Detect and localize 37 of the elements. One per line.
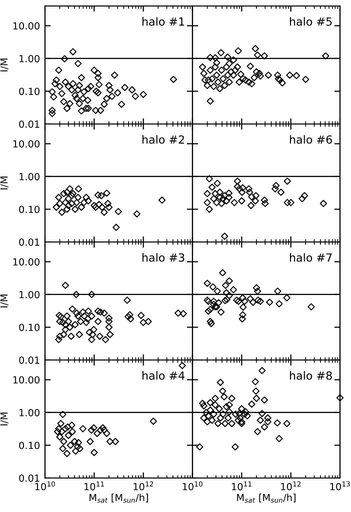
y-tick-label: 10.00 — [13, 22, 40, 30]
y-axis-title: I/M — [0, 176, 8, 190]
annotation: halo #3 — [142, 253, 184, 262]
x-tick-label: 10$^{10}$ — [35, 481, 55, 490]
y-tick-label: 0.10 — [19, 442, 40, 450]
y-axis-title: I/M — [0, 294, 8, 308]
annotation: halo #1 — [142, 17, 184, 26]
y-axis-title: I/M — [0, 58, 8, 72]
y-tick-label: 0.10 — [19, 88, 40, 96]
y-tick-label: 10.00 — [13, 376, 40, 384]
y-tick-label: 1.00 — [20, 408, 40, 416]
y-tick-label: 10.00 — [13, 140, 40, 148]
y-tick-label: 1.00 — [20, 172, 40, 180]
x-axis-title: M$_{sat}$ [M$_{sun}$/h] — [237, 494, 296, 503]
annotation: halo #5 — [290, 17, 332, 26]
y-tick-label: 0.10 — [19, 206, 40, 214]
annotation: halo #2 — [142, 135, 184, 144]
y-tick-label: 0.01 — [19, 238, 40, 246]
x-axis-title: M$_{sat}$ [M$_{sun}$/h] — [90, 494, 148, 503]
y-tick-label: 10.00 — [13, 258, 40, 266]
annotation: halo #7 — [290, 253, 332, 262]
y-tick-label: 0.01 — [19, 120, 40, 128]
annotation: halo #6 — [290, 135, 332, 144]
annotation: halo #8 — [290, 371, 332, 380]
y-axis-title: I/M — [0, 412, 8, 426]
x-tick-label: 10$^{13}$ — [330, 481, 350, 490]
y-tick-label: 0.01 — [19, 474, 40, 482]
x-tick-label: 10$^{10}$ — [182, 481, 202, 490]
x-tick-label: 10$^{12}$ — [134, 481, 154, 490]
x-tick-label: 10$^{11}$ — [84, 482, 104, 490]
y-tick-label: 1.00 — [20, 54, 40, 62]
y-tick-label: 0.01 — [19, 356, 40, 364]
x-tick-label: 10$^{11}$ — [232, 482, 252, 490]
annotation: halo #4 — [142, 371, 184, 380]
y-tick-label: 1.00 — [20, 290, 40, 298]
y-tick-label: 0.10 — [19, 324, 40, 332]
x-tick-label: 10$^{12}$ — [281, 481, 301, 490]
